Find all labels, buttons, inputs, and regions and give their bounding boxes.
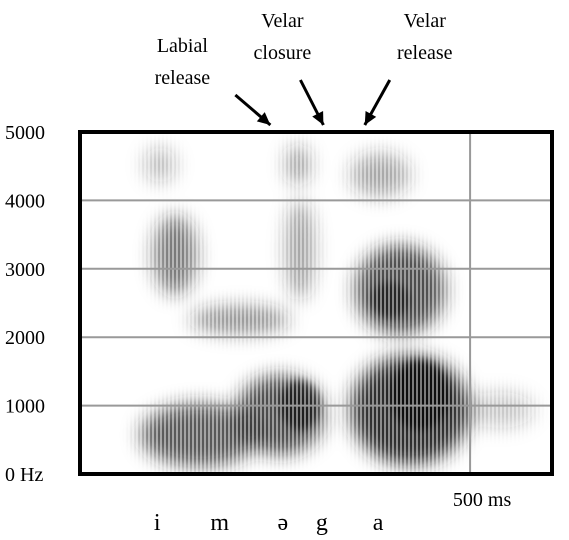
arrow-head (312, 111, 324, 125)
plot-frame (78, 130, 554, 476)
annotation-text: release (397, 42, 453, 64)
annotation-text: Velar (261, 10, 304, 32)
annotation-text: Velar (404, 10, 447, 32)
spectrogram-image (80, 132, 552, 474)
y-tick-label: 3000 (5, 259, 45, 281)
segment-label: i (154, 510, 161, 536)
segment-label: m (210, 510, 229, 536)
y-tick-label: 0 Hz (5, 464, 43, 486)
arrow-head (364, 111, 377, 125)
x-tick-label: 500 ms (453, 489, 512, 511)
segment-label: g (316, 510, 328, 536)
annotation-text: release (155, 67, 211, 89)
y-tick-label: 1000 (5, 396, 45, 418)
y-tick-label: 2000 (5, 327, 45, 349)
segment-label: ə (278, 510, 289, 536)
y-tick-label: 4000 (5, 190, 45, 212)
arrow-head (256, 112, 271, 125)
segment-label: a (373, 510, 384, 536)
y-tick-label: 5000 (5, 122, 45, 144)
annotation-text: Labial (157, 35, 209, 57)
annotation-text: closure (254, 42, 312, 64)
